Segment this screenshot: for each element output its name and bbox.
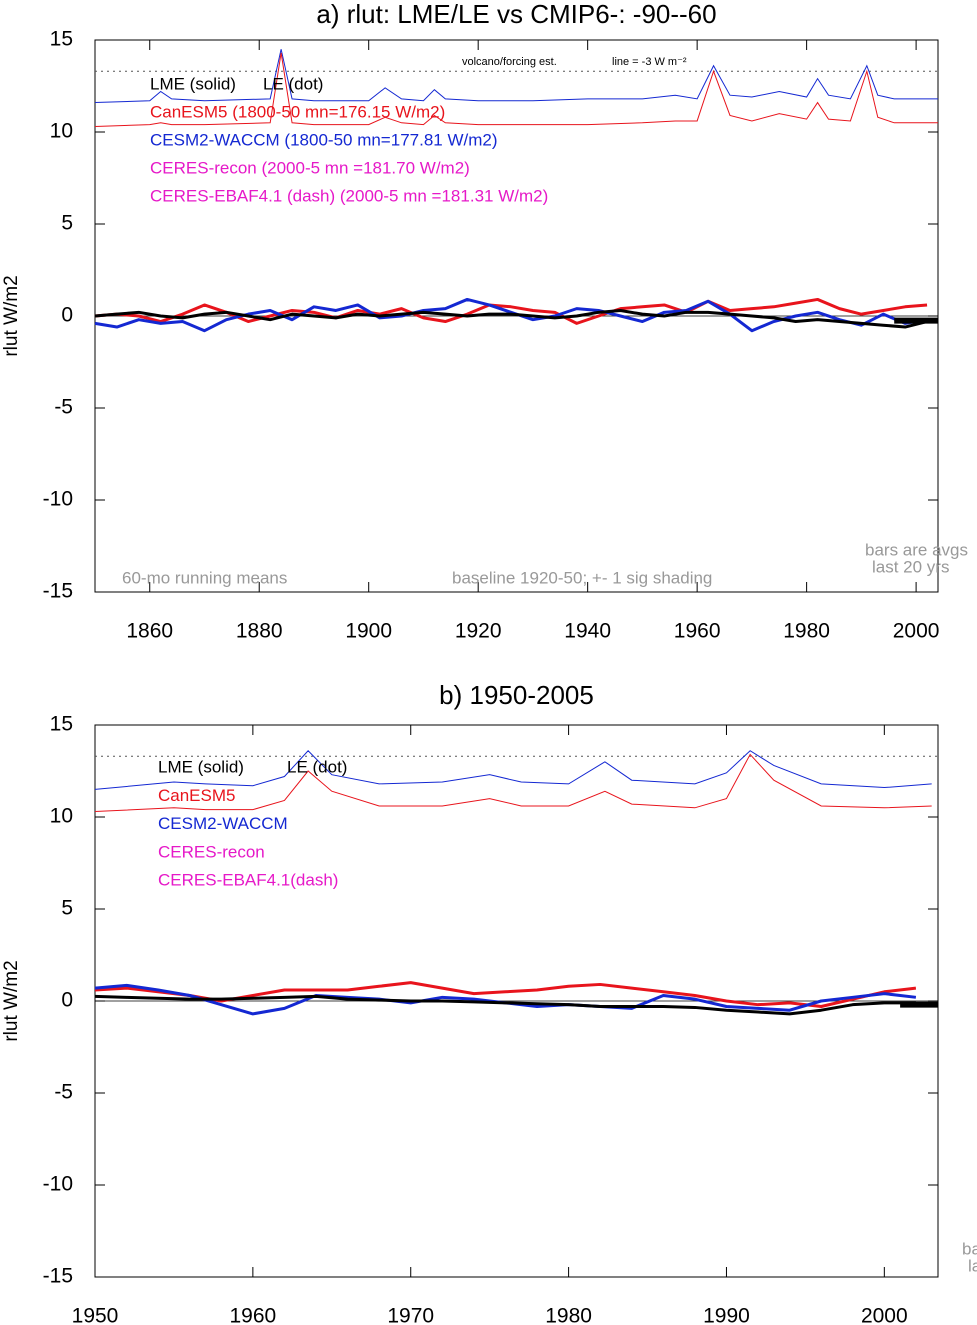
y-tick-label: -10 — [43, 1173, 73, 1196]
series-line — [94, 994, 916, 1016]
legend-entry: CESM2-WACCM — [158, 814, 288, 833]
x-tick-label: 2000 — [893, 620, 940, 643]
legend-entry: CERES-recon (2000-5 mn =181.70 W/m2) — [150, 158, 470, 177]
x-tick-label: 1920 — [455, 620, 502, 643]
y-tick-label: 15 — [50, 28, 73, 51]
annotation: bars are avgs — [865, 540, 968, 559]
x-tick-label: 1960 — [230, 1305, 277, 1325]
forcing-line — [94, 52, 938, 127]
legend-entry: CanESM5 — [158, 786, 235, 805]
legend-entry: LE (dot) — [263, 74, 323, 93]
x-tick-label: 1960 — [674, 620, 721, 643]
x-tick-label: 1950 — [72, 1305, 119, 1325]
x-tick-label: 1940 — [564, 620, 611, 643]
legend-entry: CERES-EBAF4.1(dash) — [158, 871, 338, 890]
chart-title: a) rlut: LME/LE vs CMIP6-: -90--60 — [316, 0, 716, 29]
x-tick-label: 1860 — [126, 620, 173, 643]
y-tick-label: 0 — [61, 304, 73, 327]
x-tick-label: 1990 — [703, 1305, 750, 1325]
series-line — [94, 297, 928, 325]
y-tick-label: -15 — [43, 1265, 73, 1288]
forcing-line — [94, 753, 932, 812]
x-tick-label: 1980 — [545, 1305, 592, 1325]
y-tick-label: -10 — [43, 488, 73, 511]
legend-entry: LE (dot) — [287, 757, 347, 776]
y-tick-label: 5 — [61, 897, 73, 920]
y-tick-label: 0 — [61, 989, 73, 1012]
y-tick-label: 10 — [50, 120, 73, 143]
legend-entry: LME (solid) — [150, 74, 236, 93]
y-tick-label: -15 — [43, 580, 73, 603]
annotation: last 20 yrs — [872, 557, 949, 576]
y-tick-label: 5 — [61, 212, 73, 235]
x-tick-label: 1900 — [345, 620, 392, 643]
annotation: 60-mo running means — [122, 568, 287, 587]
x-tick-label: 1970 — [387, 1305, 434, 1325]
forcing-line — [94, 750, 932, 790]
annotation: last 20 yrs — [968, 1256, 977, 1275]
legend-entry: CERES-EBAF4.1 (dash) (2000-5 mn =181.31 … — [150, 186, 548, 205]
x-tick-label: 1980 — [783, 620, 830, 643]
annotation: line = -3 W m⁻² — [612, 56, 687, 68]
x-tick-label: 2000 — [861, 1305, 908, 1325]
annotation: volcano/forcing est. — [462, 56, 557, 68]
y-tick-label: 15 — [50, 713, 73, 736]
x-tick-label: 1880 — [236, 620, 283, 643]
y-tick-label: 10 — [50, 805, 73, 828]
y-tick-label: -5 — [54, 396, 73, 419]
y-axis-label: rlut W/m2 — [1, 960, 22, 1041]
legend-entry: CanESM5 (1800-50 mn=176.15 W/m2) — [150, 102, 445, 121]
series-line — [94, 308, 928, 329]
legend-entry: CESM2-WACCM (1800-50 mn=177.81 W/m2) — [150, 130, 498, 149]
annotation: bars are avgs — [962, 1239, 977, 1258]
legend-entry: CERES-recon — [158, 842, 265, 861]
y-tick-label: -5 — [54, 1081, 73, 1104]
y-axis-label: rlut W/m2 — [1, 275, 22, 356]
series-line — [94, 297, 928, 333]
chart-title: b) 1950-2005 — [439, 680, 594, 710]
annotation: baseline 1920-50; +- 1 sig shading — [452, 568, 712, 587]
forcing-line — [94, 49, 938, 104]
legend-entry: LME (solid) — [158, 757, 244, 776]
